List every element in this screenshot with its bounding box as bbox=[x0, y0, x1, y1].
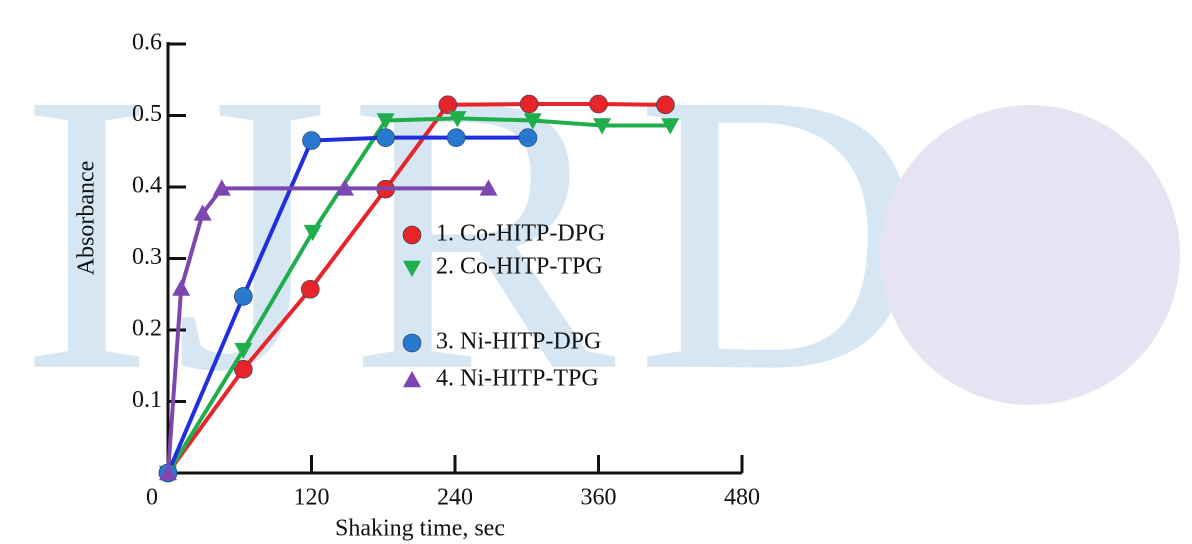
x-tick-label: 120 bbox=[294, 485, 330, 511]
data-point bbox=[589, 94, 608, 114]
data-point bbox=[335, 179, 354, 196]
data-point bbox=[212, 179, 231, 196]
x-tick-label: 360 bbox=[581, 485, 617, 511]
data-point bbox=[479, 179, 498, 196]
data-point bbox=[172, 279, 191, 296]
legend-marker bbox=[402, 333, 422, 353]
legend-label: 1. Co-HITP-DPG bbox=[436, 221, 605, 247]
series-line bbox=[166, 116, 671, 475]
legend-marker bbox=[403, 371, 421, 388]
series-line bbox=[166, 135, 528, 474]
data-point bbox=[234, 342, 253, 360]
data-point bbox=[446, 128, 466, 147]
legend-marker bbox=[403, 260, 421, 277]
data-point bbox=[376, 128, 395, 147]
x-tick-label: 240 bbox=[437, 485, 473, 511]
data-point bbox=[376, 113, 395, 130]
data-point bbox=[656, 95, 675, 115]
series-line bbox=[166, 186, 489, 474]
x-tick-label: 480 bbox=[724, 485, 760, 511]
globe-watermark bbox=[880, 105, 1180, 405]
data-point bbox=[523, 113, 542, 130]
legend-marker bbox=[402, 225, 422, 245]
data-point bbox=[661, 118, 680, 135]
y-tick-label: 0.5 bbox=[132, 101, 162, 127]
legend-label: 4. Ni-HITP-TPG bbox=[436, 366, 599, 392]
data-point bbox=[302, 131, 321, 150]
y-tick-label: 0.2 bbox=[132, 316, 162, 342]
y-tick-label: 0.1 bbox=[132, 387, 162, 413]
data-point bbox=[159, 464, 177, 481]
y-tick-label: 0.6 bbox=[132, 30, 162, 56]
data-point bbox=[303, 224, 322, 242]
y-tick-label: 0.3 bbox=[132, 244, 162, 270]
data-point bbox=[519, 94, 539, 114]
y-axis-label: Absorbance bbox=[74, 161, 100, 276]
data-point bbox=[301, 279, 320, 299]
data-point bbox=[234, 360, 253, 379]
legend-label: 2. Co-HITP-TPG bbox=[436, 254, 603, 280]
data-point bbox=[438, 95, 458, 115]
data-point bbox=[234, 287, 253, 306]
x-axis-label: Shaking time, sec bbox=[335, 516, 505, 542]
data-point bbox=[448, 111, 467, 128]
watermark: IJRD bbox=[20, 11, 945, 454]
data-point bbox=[518, 128, 538, 147]
y-tick-label: 0.4 bbox=[132, 173, 162, 199]
data-point bbox=[593, 118, 612, 135]
x-tick-label: 0 bbox=[146, 485, 158, 511]
legend-label: 3. Ni-HITP-DPG bbox=[436, 329, 601, 355]
series-line bbox=[166, 102, 666, 475]
data-point bbox=[193, 204, 212, 221]
